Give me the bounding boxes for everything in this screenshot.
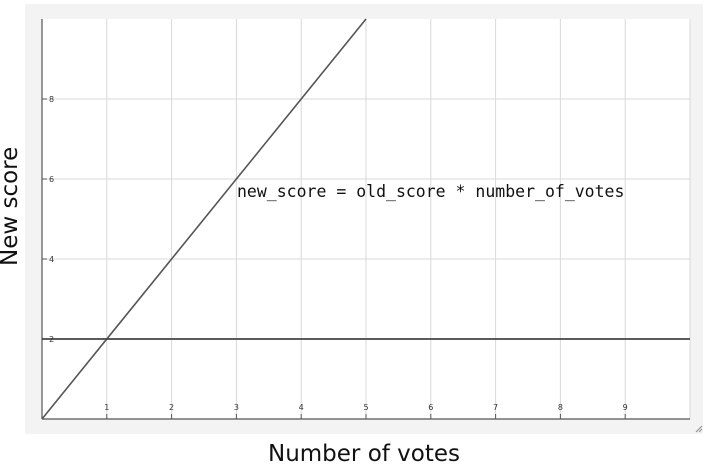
x-tick-label-2: 2	[169, 403, 174, 412]
y-tick-label-8: 8	[49, 95, 54, 104]
x-tick-label-1: 1	[104, 403, 109, 412]
x-tick-label-7: 7	[493, 403, 498, 412]
x-tick-label-9: 9	[623, 403, 628, 412]
x-tick-label-3: 3	[234, 403, 239, 412]
equation-annotation: new_score = old_score * number_of_votes	[237, 182, 625, 201]
y-axis-title: New score	[0, 146, 23, 266]
series-line-1	[41, 18, 367, 420]
resize-grip-icon[interactable]	[694, 424, 703, 433]
x-tick-label-8: 8	[558, 403, 563, 412]
x-tick-label-6: 6	[428, 403, 433, 412]
x-tick-label-4: 4	[299, 403, 304, 412]
y-tick-label-2: 2	[49, 335, 54, 344]
series-layer	[41, 18, 690, 420]
axis-layer	[41, 19, 690, 420]
grid-layer	[42, 19, 691, 419]
x-tick-label-5: 5	[363, 403, 368, 412]
x-axis-title: Number of votes	[267, 441, 461, 465]
y-tick-label-4: 4	[49, 255, 54, 264]
y-tick-label-6: 6	[49, 175, 54, 184]
tick-label-layer: 1 2 3 4 5 6 7 8 9 2 4 6 8	[49, 95, 628, 412]
